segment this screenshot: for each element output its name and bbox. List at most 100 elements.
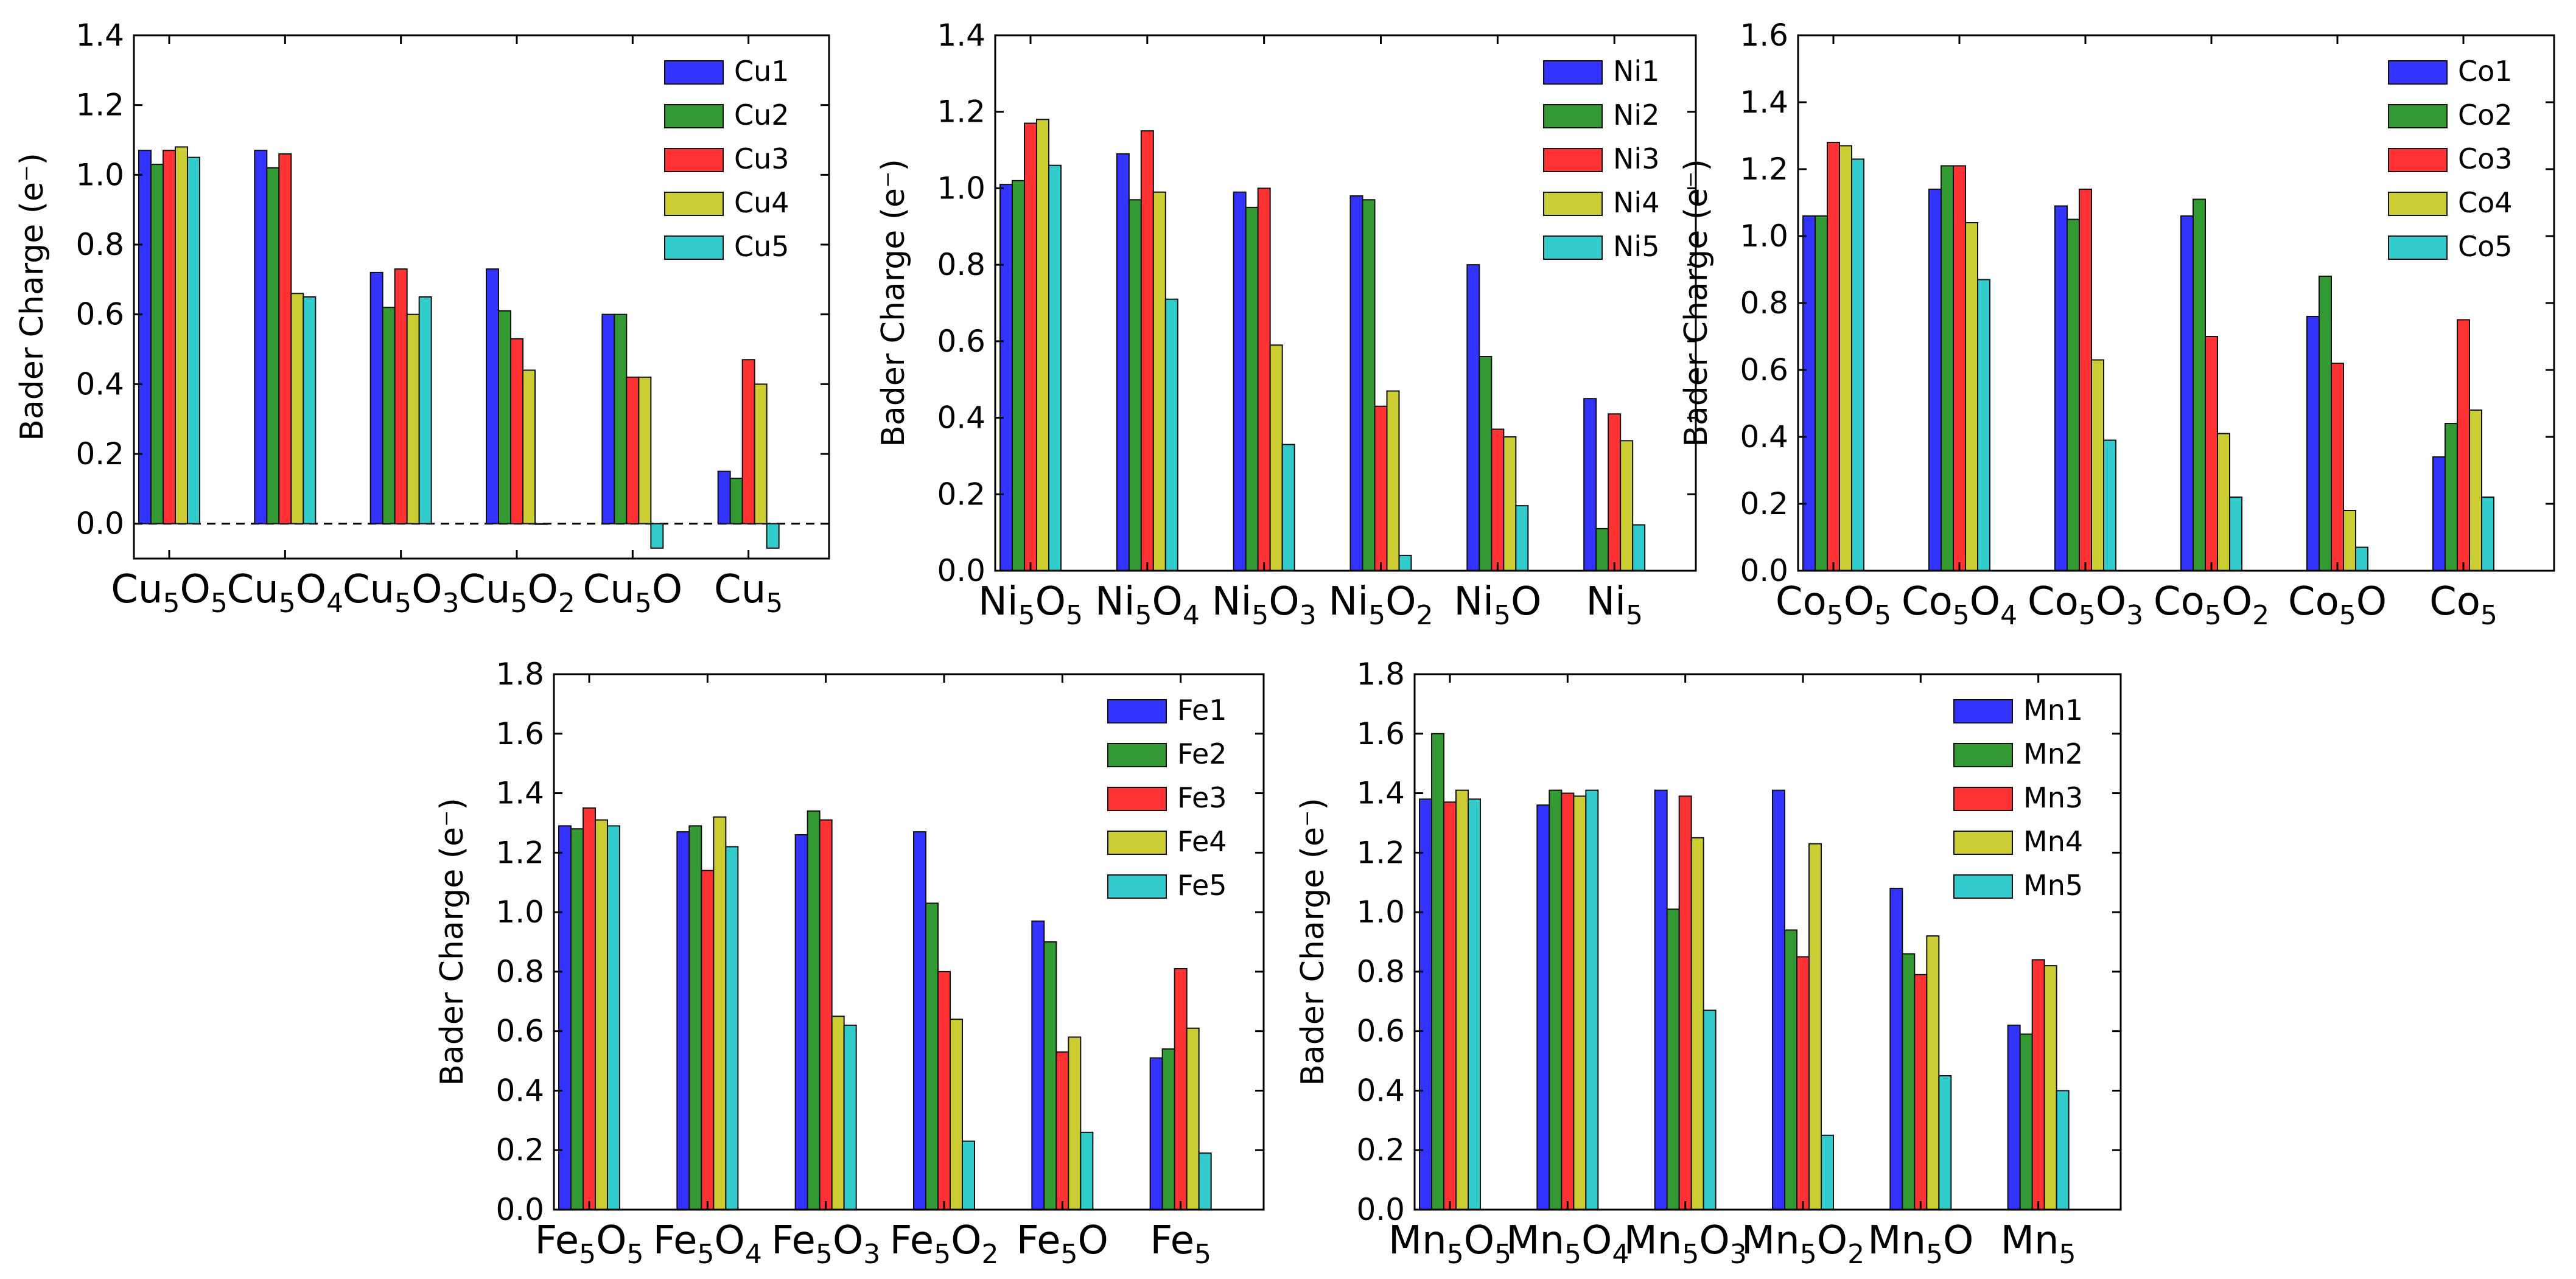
category-label: Ni5O2: [1328, 579, 1433, 631]
y-tick-label: 0.2: [1356, 1132, 1405, 1168]
formula-text: O: [1035, 579, 1066, 624]
formula-subscript: 4: [326, 588, 343, 619]
legend-swatch: [1107, 874, 1167, 899]
legend-swatch: [1543, 192, 1603, 216]
chart-co: 0.0 0.2 0.4 0.6 0.8 1.0 1.2 1.4 1.6 Bader Charge …: [1678, 18, 2555, 631]
plot-frame: [1413, 673, 2122, 1211]
formula-text: Mn: [2001, 1218, 2059, 1263]
bar-co4-4: [2343, 510, 2356, 571]
bar-ni1-1: [1116, 153, 1130, 572]
bar-mn3-4: [1914, 974, 1928, 1211]
category-label: Co5O2: [2154, 579, 2269, 631]
formula-subscript: 2: [1416, 600, 1433, 631]
formula-text: O: [527, 567, 558, 612]
formula-text: O: [180, 567, 210, 612]
legend-label: Co5: [2458, 230, 2513, 263]
bar-ni5-2: [1281, 444, 1295, 571]
bar-cu4-3: [522, 369, 536, 524]
bar-ni4-1: [1152, 191, 1166, 571]
formula-subscript: 5: [1626, 600, 1643, 631]
formula-text: Cu: [111, 567, 163, 612]
bar-co3-4: [2331, 363, 2344, 571]
formula-subscript: 5: [934, 1239, 951, 1270]
legend-label: Fe4: [1177, 825, 1227, 858]
formula-text: Mn: [1741, 1218, 1800, 1263]
bar-fe2-1: [688, 825, 702, 1211]
y-tick-label: 0.0: [1356, 1192, 1405, 1227]
plot-frame: [133, 34, 830, 560]
bar-cu3-0: [163, 150, 176, 524]
y-tick-label: 0.6: [495, 1014, 544, 1049]
formula-subscript: 5: [1194, 1239, 1211, 1270]
bar-mn3-2: [1678, 795, 1692, 1210]
legend-label: Ni2: [1613, 99, 1659, 131]
bar-co2-2: [2067, 218, 2080, 571]
bar-fe4-4: [1068, 1036, 1082, 1210]
legend-swatch: [1107, 831, 1167, 855]
y-tick-label: 0.6: [937, 324, 985, 359]
formula-text: O: [596, 1218, 626, 1263]
bar-ni4-5: [1620, 440, 1634, 571]
plot-frame: [994, 34, 1697, 572]
y-tick-label: 0.0: [1740, 553, 1788, 588]
formula-text: Ni: [978, 579, 1018, 624]
category-label: Co5O3: [2028, 579, 2143, 631]
category-label: Cu5: [714, 567, 783, 619]
formula-text: Cu: [227, 567, 279, 612]
formula-subscript: 4: [2000, 600, 2017, 631]
category-label: Ni5O: [1454, 579, 1541, 631]
bar-mn1-3: [1772, 789, 1785, 1210]
category-label: Ni5O5: [978, 579, 1083, 631]
formula-subscript: 5: [1135, 600, 1152, 631]
y-tick-label: 1.6: [1740, 18, 1788, 53]
bar-ni4-3: [1386, 390, 1400, 571]
y-tick-label: 0.4: [75, 366, 124, 402]
legend-swatch: [1107, 787, 1167, 811]
legend-swatch: [2388, 192, 2448, 216]
bar-mn1-1: [1536, 804, 1550, 1210]
y-tick-label: 1.2: [75, 88, 124, 123]
legend-label: Fe1: [1177, 694, 1227, 727]
bar-fe3-0: [583, 807, 596, 1210]
legend-swatch: [2388, 104, 2448, 128]
bar-mn4-1: [1573, 795, 1587, 1210]
formula-subscript: 5: [394, 588, 411, 619]
y-tick-label: 1.2: [937, 94, 985, 130]
category-label: Mn5O2: [1741, 1218, 1864, 1270]
bar-co5-2: [2103, 439, 2116, 571]
legend-label: Ni3: [1613, 142, 1659, 175]
bar-ni3-4: [1491, 428, 1505, 572]
y-tick-label: 0.8: [937, 247, 985, 282]
formula-text: Ni: [1586, 579, 1626, 624]
bar-fe2-2: [807, 810, 821, 1210]
formula-subscript: 4: [1183, 600, 1200, 631]
formula-text: Co: [1776, 579, 1827, 624]
formula-subscript: 5: [510, 588, 527, 619]
category-label: Co5: [2429, 579, 2497, 631]
category-label: Fe5O4: [653, 1218, 762, 1270]
bar-cu1-0: [138, 150, 152, 524]
formula-text: Co: [2154, 579, 2205, 624]
bar-cu2-4: [614, 313, 628, 524]
y-tick-label: 0.6: [1740, 352, 1788, 388]
bar-co5-0: [1851, 158, 1864, 571]
formula-text: Co: [2288, 579, 2339, 624]
formula-subscript: 2: [558, 588, 575, 619]
chart-ni: 0.0 0.2 0.4 0.6 0.8 1.0 1.2 1.4 Bader Charge (e⁻…: [875, 18, 1697, 631]
bar-mn5-0: [1468, 798, 1481, 1211]
category-label: Ni5: [1586, 579, 1643, 631]
bar-co3-3: [2205, 336, 2218, 571]
formula-text: Co: [2429, 579, 2480, 624]
formula-text: O: [1464, 1218, 1494, 1263]
formula-text: Cu: [583, 567, 635, 612]
formula-subscript: 5: [816, 1239, 833, 1270]
formula-text: O: [1269, 579, 1299, 624]
formula-subscript: 5: [1827, 600, 1844, 631]
bar-mn1-4: [1889, 888, 1903, 1210]
formula-text: Fe: [1017, 1218, 1061, 1263]
legend-label: Ni4: [1613, 186, 1659, 219]
chart-mn: 0.0 0.2 0.4 0.6 0.8 1.0 1.2 1.4 1.6 1.8 Bader Char…: [1295, 657, 2122, 1270]
bar-fe4-1: [713, 816, 727, 1210]
formula-text: O: [1817, 1218, 1847, 1263]
formula-subscript: 5: [2339, 600, 2356, 631]
